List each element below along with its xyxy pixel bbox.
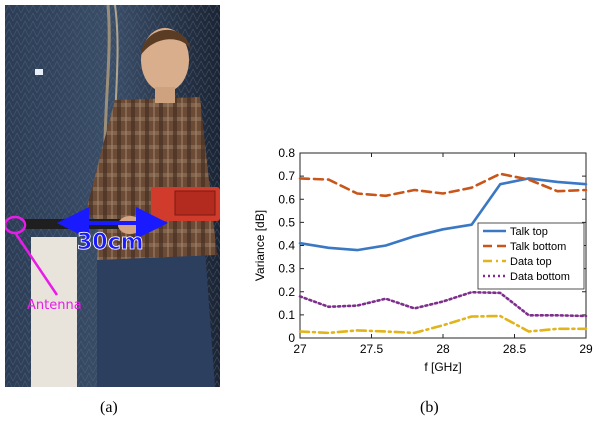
antenna-marker [5, 215, 27, 235]
y-tick-label: 0.1 [278, 308, 295, 322]
x-axis-label: f [GHz] [424, 360, 461, 374]
x-tick-label: 29 [579, 342, 593, 356]
legend-entry: Data bottom [510, 271, 570, 283]
caption-a: (a) [100, 399, 118, 416]
legend-box [477, 222, 585, 290]
ceiling-light [35, 69, 43, 75]
y-tick-label: 0 [288, 331, 295, 345]
y-axis-label: Variance [dB] [253, 210, 267, 281]
antenna-pointer [14, 233, 59, 296]
legend-entry: Talk top [510, 226, 548, 238]
y-tick-label: 0.6 [278, 192, 295, 206]
x-tick-label: 27 [293, 342, 307, 356]
series-line-data-bottom [298, 290, 588, 318]
hair [141, 29, 191, 55]
foam-pedestal [31, 237, 77, 387]
belt-box [174, 190, 216, 216]
y-tick-label: 0.2 [278, 285, 295, 299]
series-line-talk-top [298, 177, 588, 252]
x-tick-label: 28.5 [503, 342, 527, 356]
y-tick-label: 0.5 [278, 215, 295, 229]
chart-legend: Talk top Talk bottom Data top Data bottom [477, 222, 585, 290]
y-tick-label: 0.3 [278, 262, 295, 276]
antenna-label: Antenna [27, 298, 82, 313]
measurement-photo: 30cm Antenna [5, 5, 220, 387]
caption-b: (b) [420, 399, 439, 416]
x-tick-label: 28 [436, 342, 450, 356]
y-tick-label: 0.8 [278, 146, 295, 160]
y-tick-label: 0.4 [278, 239, 295, 253]
legend-entry: Talk bottom [510, 241, 566, 253]
neck [155, 87, 175, 103]
arm [85, 145, 130, 227]
jeans [97, 250, 215, 387]
series-line-talk-bottom [298, 172, 588, 198]
chart-series [298, 172, 588, 335]
y-tick-label: 0.7 [278, 169, 295, 183]
legend-entry: Data top [510, 256, 552, 268]
x-tick-label: 27.5 [360, 342, 384, 356]
variance-chart: 27 27.5 28 28.5 29 0 0.1 0.2 0.3 0.4 0.5 0.6 0.7 0.8 f… [253, 146, 593, 374]
measure-label: 30cm [77, 230, 144, 255]
series-line-data-top [298, 314, 588, 335]
